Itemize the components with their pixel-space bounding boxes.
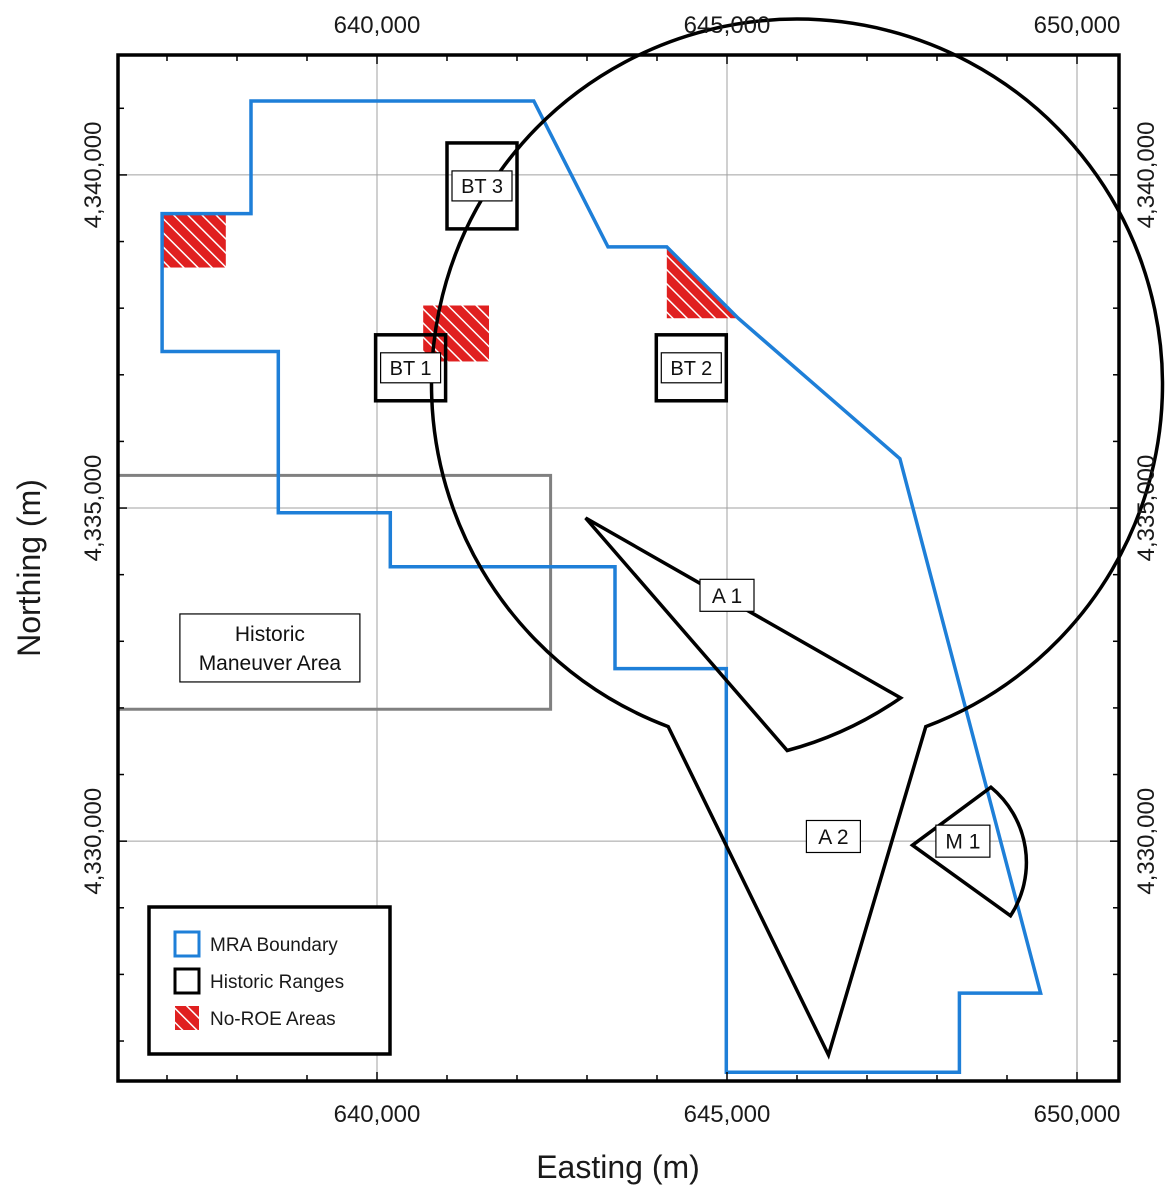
x-tick-label-top: 640,000 xyxy=(334,12,421,39)
y-tick-label-right: 4,330,000 xyxy=(1133,788,1160,895)
range-label-bt1-text: BT 1 xyxy=(390,358,432,380)
legend-label-mra-boundary: MRA Boundary xyxy=(210,935,338,956)
historic-maneuver-area-layer xyxy=(118,473,553,711)
legend: MRA Boundary Historic Ranges No-ROE Areas xyxy=(147,905,392,1056)
legend-swatch-mra-boundary xyxy=(173,930,201,958)
range-label-a1: A 1 xyxy=(699,578,755,612)
no-roe-areas-layer xyxy=(162,213,739,362)
tick-layer: 640,000 640,000 645,000 645,000 650,000 650,0… xyxy=(80,12,1160,1128)
no-roe-area-nw-corner xyxy=(162,213,226,268)
range-label-a1-box xyxy=(699,578,755,612)
historic-maneuver-label-box xyxy=(179,613,361,683)
range-label-bt2: BT 2 xyxy=(660,352,722,384)
range-label-m1-box xyxy=(935,824,991,858)
historic-maneuver-area xyxy=(118,473,553,711)
range-bt3 xyxy=(445,141,519,231)
range-bt1 xyxy=(373,333,448,403)
feature-labels-layer: BT 3 BT 1 BT 2 A 1 A 2 M 1 Historic Maneuver Ar… xyxy=(179,170,991,858)
range-label-a1-text: A 1 xyxy=(712,585,742,608)
range-label-bt1: BT 1 xyxy=(380,352,442,384)
historic-maneuver-label-line2: Maneuver Area xyxy=(199,652,342,675)
legend-swatch-no-roe-areas xyxy=(175,1006,199,1030)
legend-label-historic-ranges: Historic Ranges xyxy=(210,972,344,993)
range-label-bt3: BT 3 xyxy=(451,170,513,202)
historic-maneuver-label-line1: Historic xyxy=(235,623,305,646)
historic-ranges-layer xyxy=(373,17,1165,1060)
y-tick-label-right: 4,340,000 xyxy=(1133,122,1160,229)
range-label-bt3-text: BT 3 xyxy=(461,176,503,198)
y-tick-label-right: 4,335,000 xyxy=(1133,455,1160,562)
x-tick-label-bottom: 645,000 xyxy=(684,1101,771,1128)
x-tick-label-top: 645,000 xyxy=(684,12,771,39)
historic-maneuver-label: Historic Maneuver Area xyxy=(179,613,361,683)
range-label-bt3-box xyxy=(451,170,513,202)
legend-swatch-historic-ranges xyxy=(173,967,201,995)
range-label-a2: A 2 xyxy=(805,819,862,854)
range-m1 xyxy=(909,784,1029,919)
range-label-a2-box xyxy=(805,819,862,854)
range-label-m1: M 1 xyxy=(935,824,991,858)
range-bt2 xyxy=(654,333,729,403)
range-label-bt1-box xyxy=(380,352,442,384)
mra-boundary xyxy=(160,99,1043,1075)
x-tick-label-top: 650,000 xyxy=(1034,12,1121,39)
y-axis-title: Northing (m) xyxy=(11,479,47,657)
x-axis-title: Easting (m) xyxy=(536,1149,700,1185)
range-label-a2-text: A 2 xyxy=(818,826,848,849)
range-label-bt2-text: BT 2 xyxy=(670,358,712,380)
x-tick-label-bottom: 650,000 xyxy=(1034,1101,1121,1128)
mra-boundary-layer xyxy=(160,99,1043,1075)
range-label-m1-text: M 1 xyxy=(945,831,980,854)
range-a1 xyxy=(584,516,904,753)
plot-frame xyxy=(116,53,1121,1083)
y-tick-label-left: 4,340,000 xyxy=(80,122,107,229)
x-tick-label-bottom: 640,000 xyxy=(334,1101,421,1128)
map-frame xyxy=(116,53,1121,1083)
y-tick-label-left: 4,330,000 xyxy=(80,788,107,895)
legend-label-no-roe-areas: No-ROE Areas xyxy=(210,1009,336,1030)
y-tick-label-left: 4,335,000 xyxy=(80,455,107,562)
range-label-bt2-box xyxy=(660,352,722,384)
range-a2 xyxy=(429,17,1165,1060)
